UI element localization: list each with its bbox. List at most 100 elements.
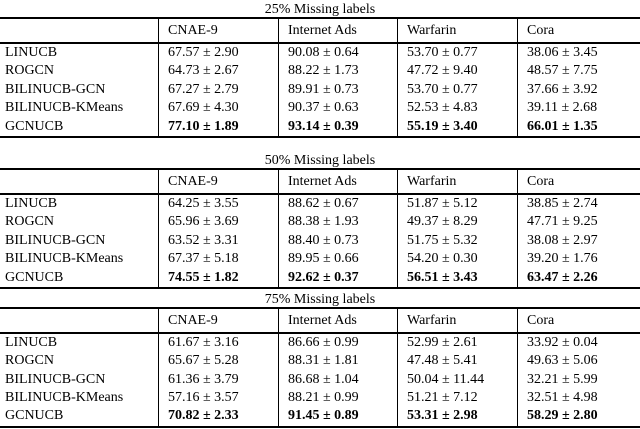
result-cell: 86.68 ± 1.04 [278, 370, 397, 390]
result-cell: 93.14 ± 0.39 [278, 117, 397, 136]
result-cell: 64.25 ± 3.55 [158, 194, 278, 214]
row-label: GCNUCB [5, 408, 64, 424]
table-row: BILINUCB-KMeans 67.69 ± 4.30 90.37 ± 0.6… [0, 99, 640, 118]
result-cell: 88.40 ± 0.73 [278, 231, 397, 251]
result-cell: 91.45 ± 0.89 [278, 407, 397, 426]
result-cell: 88.22 ± 1.73 [278, 62, 397, 81]
column-header-internet-ads: Internet Ads [278, 308, 397, 332]
column-header-cora: Cora [517, 308, 640, 332]
column-header-internet-ads: Internet Ads [278, 169, 397, 193]
result-cell: 49.63 ± 5.06 [517, 352, 640, 371]
results-table: CNAE-9 Internet Ads Warfarin Cora LINUCB… [0, 167, 640, 289]
result-cell: 67.37 ± 5.18 [158, 250, 278, 269]
column-header-cnae-9: CNAE-9 [158, 169, 278, 193]
result-cell: 38.06 ± 3.45 [517, 44, 640, 63]
results-table: CNAE-9 Internet Ads Warfarin Cora LINUCB… [0, 17, 640, 138]
table-caption: 75% Missing labels [264, 291, 376, 307]
table-row: BILINUCB-KMeans 67.37 ± 5.18 89.95 ± 0.6… [0, 250, 640, 269]
result-cell: 92.62 ± 0.37 [278, 268, 397, 287]
header-row: CNAE-9 Internet Ads Warfarin Cora [0, 169, 640, 195]
column-header-cora: Cora [517, 169, 640, 193]
column-header-cora: Cora [517, 19, 640, 42]
table-row: ROGCN 65.96 ± 3.69 88.38 ± 1.93 49.37 ± … [0, 213, 640, 232]
row-label: BILINUCB-GCN [5, 81, 106, 97]
column-header-cnae-9: CNAE-9 [158, 19, 278, 42]
result-cell: 74.55 ± 1.82 [158, 268, 278, 287]
result-cell: 63.52 ± 3.31 [158, 231, 278, 251]
table-row: ROGCN 64.73 ± 2.67 88.22 ± 1.73 47.72 ± … [0, 62, 640, 81]
table-row: BILINUCB-GCN 61.36 ± 3.79 86.68 ± 1.04 5… [0, 370, 640, 390]
result-cell: 32.51 ± 4.98 [517, 389, 640, 408]
row-label: LINUCB [5, 334, 58, 350]
result-cell: 89.91 ± 0.73 [278, 80, 397, 100]
row-label: LINUCB [5, 195, 58, 211]
table-caption: 25% Missing labels [264, 2, 376, 17]
row-label: GCNUCB [5, 269, 64, 285]
result-cell: 52.53 ± 4.83 [397, 99, 517, 118]
row-label: BILINUCB-GCN [5, 371, 106, 387]
result-cell: 51.75 ± 5.32 [397, 231, 517, 251]
result-cell: 88.21 ± 0.99 [278, 389, 397, 408]
result-cell: 57.16 ± 3.57 [158, 389, 278, 408]
result-cell: 89.95 ± 0.66 [278, 250, 397, 269]
result-cell: 50.04 ± 11.44 [397, 370, 517, 390]
results-table: CNAE-9 Internet Ads Warfarin Cora LINUCB… [0, 306, 640, 428]
row-label: LINUCB [5, 45, 58, 60]
result-cell: 67.27 ± 2.79 [158, 80, 278, 100]
result-cell: 90.37 ± 0.63 [278, 99, 397, 118]
result-cell: 38.85 ± 2.74 [517, 194, 640, 214]
result-cell: 67.69 ± 4.30 [158, 99, 278, 118]
result-cell: 70.82 ± 2.33 [158, 407, 278, 426]
row-label: GCNUCB [5, 118, 64, 134]
table-row-best: GCNUCB 77.10 ± 1.89 93.14 ± 0.39 55.19 ±… [0, 117, 640, 136]
table-caption: 50% Missing labels [264, 152, 376, 168]
result-cell: 61.36 ± 3.79 [158, 370, 278, 390]
result-cell: 64.73 ± 2.67 [158, 62, 278, 81]
header-row: CNAE-9 Internet Ads Warfarin Cora [0, 19, 640, 44]
table-row: BILINUCB-KMeans 57.16 ± 3.57 88.21 ± 0.9… [0, 389, 640, 408]
header-row: CNAE-9 Internet Ads Warfarin Cora [0, 308, 640, 334]
row-label: ROGCN [5, 214, 55, 230]
result-cell: 56.51 ± 3.43 [397, 268, 517, 287]
corner-cell [0, 309, 158, 332]
result-cell: 39.20 ± 1.76 [517, 250, 640, 269]
result-cell: 33.92 ± 0.04 [517, 333, 640, 353]
result-cell: 66.01 ± 1.35 [517, 117, 640, 136]
table-row: LINUCB 67.57 ± 2.90 90.08 ± 0.64 53.70 ±… [0, 44, 640, 63]
column-header-warfarin: Warfarin [397, 19, 517, 42]
result-cell: 67.57 ± 2.90 [158, 44, 278, 63]
corner-cell [0, 170, 158, 193]
result-cell: 63.47 ± 2.26 [517, 268, 640, 287]
result-cell: 54.20 ± 0.30 [397, 250, 517, 269]
row-label: ROGCN [5, 63, 55, 79]
column-header-warfarin: Warfarin [397, 308, 517, 332]
table-row-best: GCNUCB 70.82 ± 2.33 91.45 ± 0.89 53.31 ±… [0, 407, 640, 426]
table-row: ROGCN 65.67 ± 5.28 88.31 ± 1.81 47.48 ± … [0, 352, 640, 371]
result-cell: 90.08 ± 0.64 [278, 44, 397, 63]
results-table-25-missing: 25% Missing labels CNAE-9 Internet Ads W… [0, 2, 640, 138]
result-cell: 61.67 ± 3.16 [158, 333, 278, 353]
table-row: LINUCB 61.67 ± 3.16 86.66 ± 0.99 52.99 ±… [0, 333, 640, 353]
result-cell: 88.62 ± 0.67 [278, 194, 397, 214]
result-cell: 51.87 ± 5.12 [397, 194, 517, 214]
table-row: BILINUCB-GCN 63.52 ± 3.31 88.40 ± 0.73 5… [0, 231, 640, 251]
result-cell: 38.08 ± 2.97 [517, 231, 640, 251]
row-label: BILINUCB-GCN [5, 232, 106, 248]
result-cell: 32.21 ± 5.99 [517, 370, 640, 390]
result-cell: 65.96 ± 3.69 [158, 213, 278, 232]
results-table-75-missing: 75% Missing labels CNAE-9 Internet Ads W… [0, 292, 640, 428]
results-table-50-missing: 50% Missing labels CNAE-9 Internet Ads W… [0, 153, 640, 289]
row-label: BILINUCB-KMeans [5, 390, 124, 406]
table-row: LINUCB 64.25 ± 3.55 88.62 ± 0.67 51.87 ±… [0, 194, 640, 214]
result-cell: 65.67 ± 5.28 [158, 352, 278, 371]
result-cell: 88.31 ± 1.81 [278, 352, 397, 371]
row-label: BILINUCB-KMeans [5, 100, 124, 116]
column-header-warfarin: Warfarin [397, 169, 517, 193]
result-cell: 77.10 ± 1.89 [158, 117, 278, 136]
result-cell: 53.70 ± 0.77 [397, 44, 517, 63]
result-cell: 47.72 ± 9.40 [397, 62, 517, 81]
table-row-best: GCNUCB 74.55 ± 1.82 92.62 ± 0.37 56.51 ±… [0, 268, 640, 287]
result-cell: 86.66 ± 0.99 [278, 333, 397, 353]
result-cell: 47.48 ± 5.41 [397, 352, 517, 371]
